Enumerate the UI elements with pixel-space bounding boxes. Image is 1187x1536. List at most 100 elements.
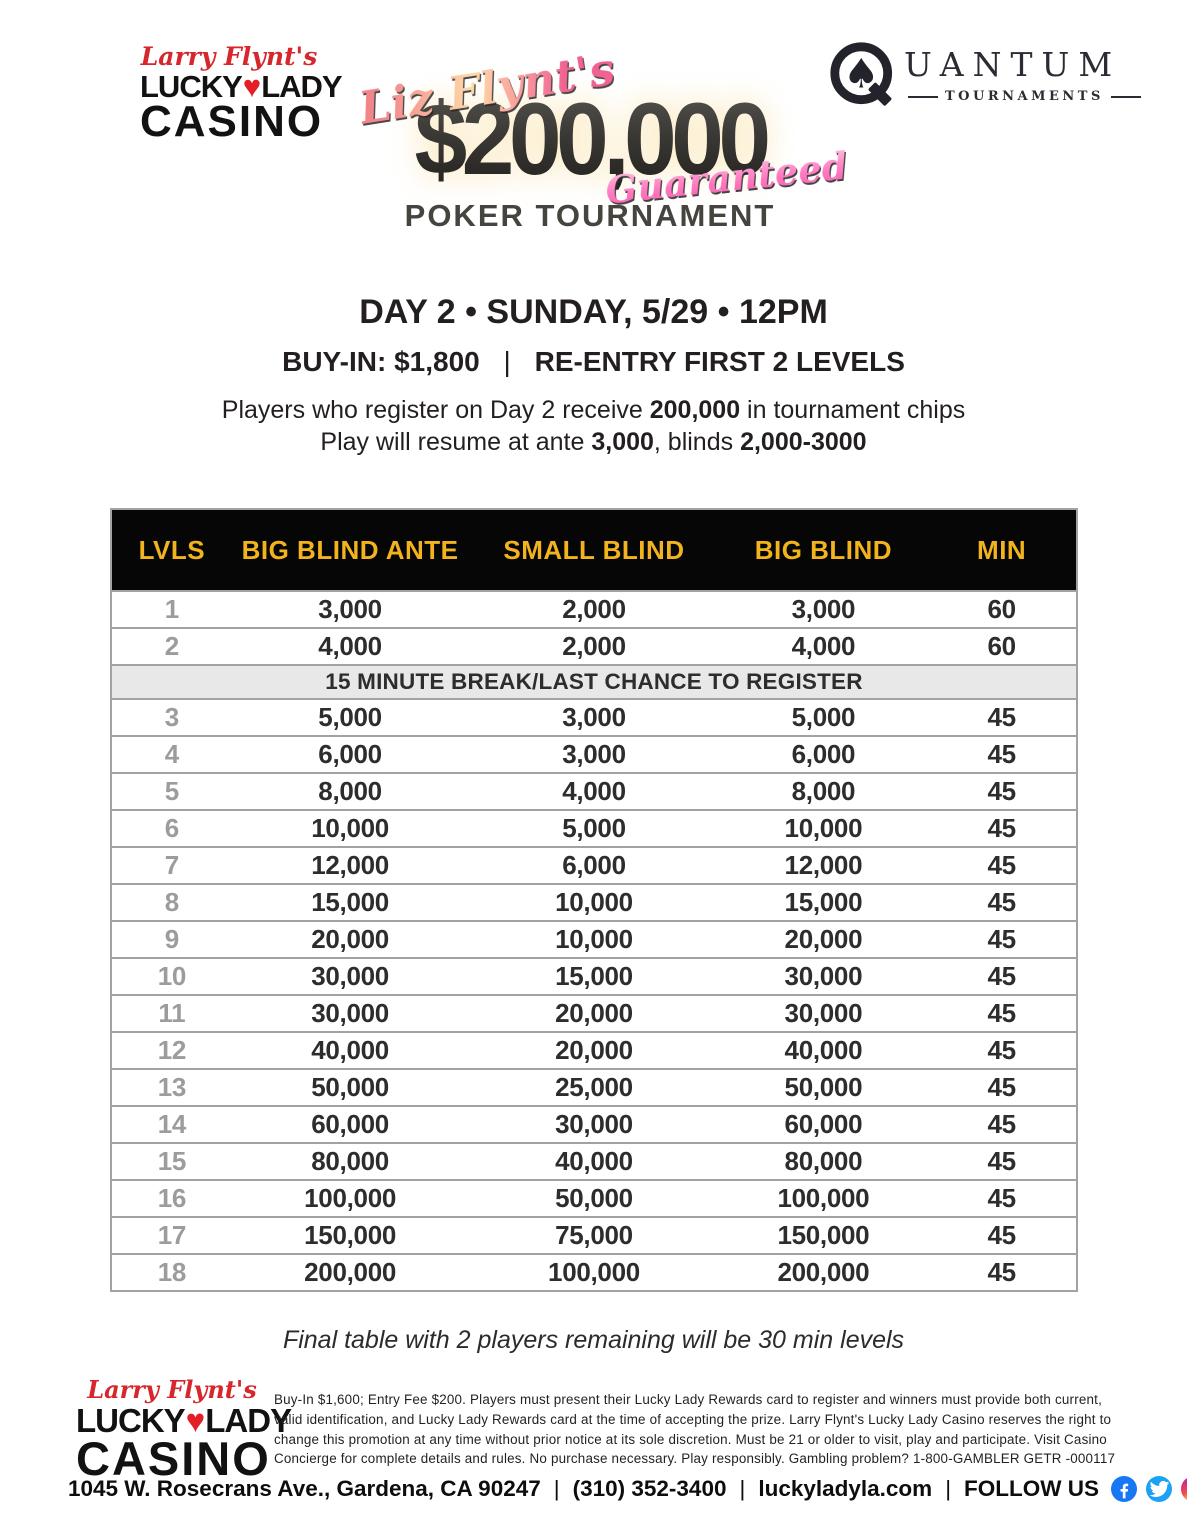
big-blind-cell: 10,000	[719, 809, 928, 847]
quantum-subtitle-row: TOURNAMENTS	[908, 89, 1141, 104]
big-blind-cell: 3,000	[719, 590, 928, 628]
tournament-title-art: Liz Flynt's $200,000 Guaranteed POKER TO…	[340, 42, 849, 238]
logo-script-text: Larry Flynt's	[140, 42, 318, 71]
col-header-big-blind: BIG BLIND	[719, 509, 928, 591]
minutes-cell: 45	[927, 957, 1077, 995]
level-cell: 9	[111, 920, 232, 958]
quantum-q-icon: ♠	[826, 38, 900, 117]
level-cell: 14	[111, 1105, 232, 1143]
big-blind-cell: 40,000	[719, 1031, 928, 1069]
big-blind-ante-cell: 30,000	[231, 994, 469, 1032]
small-blind-cell: 6,000	[468, 846, 720, 884]
table-row: 2 4,000 2,000 4,000 60	[111, 627, 1077, 665]
separator: |	[739, 1476, 746, 1501]
big-blind-cell: 15,000	[719, 883, 928, 921]
big-blind-cell: 8,000	[719, 772, 928, 810]
big-blind-cell: 80,000	[719, 1142, 928, 1180]
small-blind-cell: 20,000	[468, 1031, 720, 1069]
small-blind-cell: 100,000	[468, 1253, 720, 1291]
small-blind-cell: 40,000	[468, 1142, 720, 1180]
table-row: 18 200,000 100,000 200,000 45	[111, 1253, 1077, 1291]
big-blind-ante-cell: 30,000	[231, 957, 469, 995]
big-blind-ante-cell: 15,000	[231, 883, 469, 921]
logo-line2: CASINO	[140, 97, 324, 146]
level-cell: 5	[111, 772, 232, 810]
rows-after-break: 3 5,000 3,000 5,000 45 4 6,000 3,000 6,0…	[111, 698, 1077, 1291]
small-blind-cell: 75,000	[468, 1216, 720, 1254]
lucky-lady-logo-bottom: Larry Flynt's LUCKY♥LADY CASINO	[76, 1375, 292, 1483]
small-blind-cell: 20,000	[468, 994, 720, 1032]
big-blind-ante-cell: 8,000	[231, 772, 469, 810]
heart-icon: ♥	[185, 1402, 206, 1439]
big-blind-cell: 50,000	[719, 1068, 928, 1106]
minutes-cell: 45	[927, 920, 1077, 958]
big-blind-ante-cell: 50,000	[231, 1068, 469, 1106]
col-header-big-blind-ante: BIG BLIND ANTE	[231, 509, 469, 591]
small-blind-cell: 5,000	[468, 809, 720, 847]
table-row: 5 8,000 4,000 8,000 45	[111, 772, 1077, 810]
minutes-cell: 45	[927, 1031, 1077, 1069]
big-blind-cell: 150,000	[719, 1216, 928, 1254]
right-dash	[1110, 95, 1141, 98]
big-blind-ante-cell: 10,000	[231, 809, 469, 847]
big-blind-cell: 5,000	[719, 698, 928, 736]
minutes-cell: 45	[927, 1253, 1077, 1291]
resume-ante: 3,000	[591, 428, 654, 456]
break-text: 15 MINUTE BREAK/LAST CHANCE TO REGISTER	[111, 664, 1077, 699]
table-row: 17 150,000 75,000 150,000 45	[111, 1216, 1077, 1254]
minutes-cell: 60	[927, 627, 1077, 665]
follow-us-label: FOLLOW US	[964, 1476, 1100, 1501]
big-blind-ante-cell: 5,000	[231, 698, 469, 736]
resume-blinds: 2,000-3000	[740, 428, 867, 456]
event-day-heading: DAY 2 • SUNDAY, 5/29 • 12PM	[359, 293, 828, 331]
logo-script-text: Larry Flynt's	[87, 1375, 257, 1404]
minutes-cell: 45	[927, 846, 1077, 884]
big-blind-ante-cell: 60,000	[231, 1105, 469, 1143]
phone-text: (310) 352-3400	[572, 1476, 727, 1501]
level-cell: 16	[111, 1179, 232, 1217]
big-blind-cell: 60,000	[719, 1105, 928, 1143]
col-header-lvls: LVLS	[111, 509, 232, 591]
big-blind-ante-cell: 150,000	[231, 1216, 469, 1254]
table-row: 6 10,000 5,000 10,000 45	[111, 809, 1077, 847]
table-row: 9 20,000 10,000 20,000 45	[111, 920, 1077, 958]
quantum-name: UANTUM	[904, 45, 1122, 84]
left-dash	[908, 95, 938, 98]
level-cell: 3	[111, 698, 232, 736]
big-blind-ante-cell: 100,000	[231, 1179, 469, 1217]
table-row: 4 6,000 3,000 6,000 45	[111, 735, 1077, 773]
facebook-icon[interactable]	[1111, 1476, 1138, 1502]
quantum-subtitle: TOURNAMENTS	[945, 89, 1104, 104]
level-cell: 12	[111, 1031, 232, 1069]
col-header-small-blind: SMALL BLIND	[468, 509, 720, 591]
minutes-cell: 45	[927, 809, 1077, 847]
big-blind-ante-cell: 200,000	[231, 1253, 469, 1291]
big-blind-cell: 6,000	[719, 735, 928, 773]
table-row: 1 3,000 2,000 3,000 60	[111, 590, 1077, 628]
break-row-group: 15 MINUTE BREAK/LAST CHANCE TO REGISTER	[111, 664, 1077, 699]
break-row: 15 MINUTE BREAK/LAST CHANCE TO REGISTER	[111, 664, 1077, 699]
table-row: 12 40,000 20,000 40,000 45	[111, 1031, 1077, 1069]
minutes-cell: 60	[927, 590, 1077, 628]
heart-icon: ♥	[242, 69, 261, 104]
lucky-lady-logo-top: Larry Flynt's LUCKY♥LADY CASINO	[140, 42, 343, 146]
big-blind-cell: 100,000	[719, 1179, 928, 1217]
legal-disclaimer: Buy-In $1,600; Entry Fee $200. Players m…	[274, 1392, 1116, 1467]
level-cell: 2	[111, 627, 232, 665]
instagram-icon[interactable]	[1181, 1476, 1187, 1502]
table-row: 10 30,000 15,000 30,000 45	[111, 957, 1077, 995]
address-text: 1045 W. Rosecrans Ave., Gardena, CA 9024…	[68, 1476, 541, 1501]
small-blind-cell: 10,000	[468, 883, 720, 921]
small-blind-cell: 30,000	[468, 1105, 720, 1143]
logo-line1: LUCKY♥LADY	[76, 1402, 292, 1439]
twitter-icon[interactable]	[1146, 1476, 1173, 1502]
table-row: 13 50,000 25,000 50,000 45	[111, 1068, 1077, 1106]
separator: |	[553, 1476, 560, 1501]
table-header: LVLS BIG BLIND ANTE SMALL BLIND BIG BLIN…	[111, 509, 1077, 591]
quantum-tournaments-logo: ♠ UANTUM TOURNAMENTS	[826, 38, 1141, 117]
buyin-heading: BUY-IN: $1,800 | RE-ENTRY FIRST 2 LEVELS	[0, 346, 1187, 378]
level-cell: 6	[111, 809, 232, 847]
big-blind-cell: 30,000	[719, 994, 928, 1032]
big-blind-cell: 4,000	[719, 627, 928, 665]
small-blind-cell: 50,000	[468, 1179, 720, 1217]
